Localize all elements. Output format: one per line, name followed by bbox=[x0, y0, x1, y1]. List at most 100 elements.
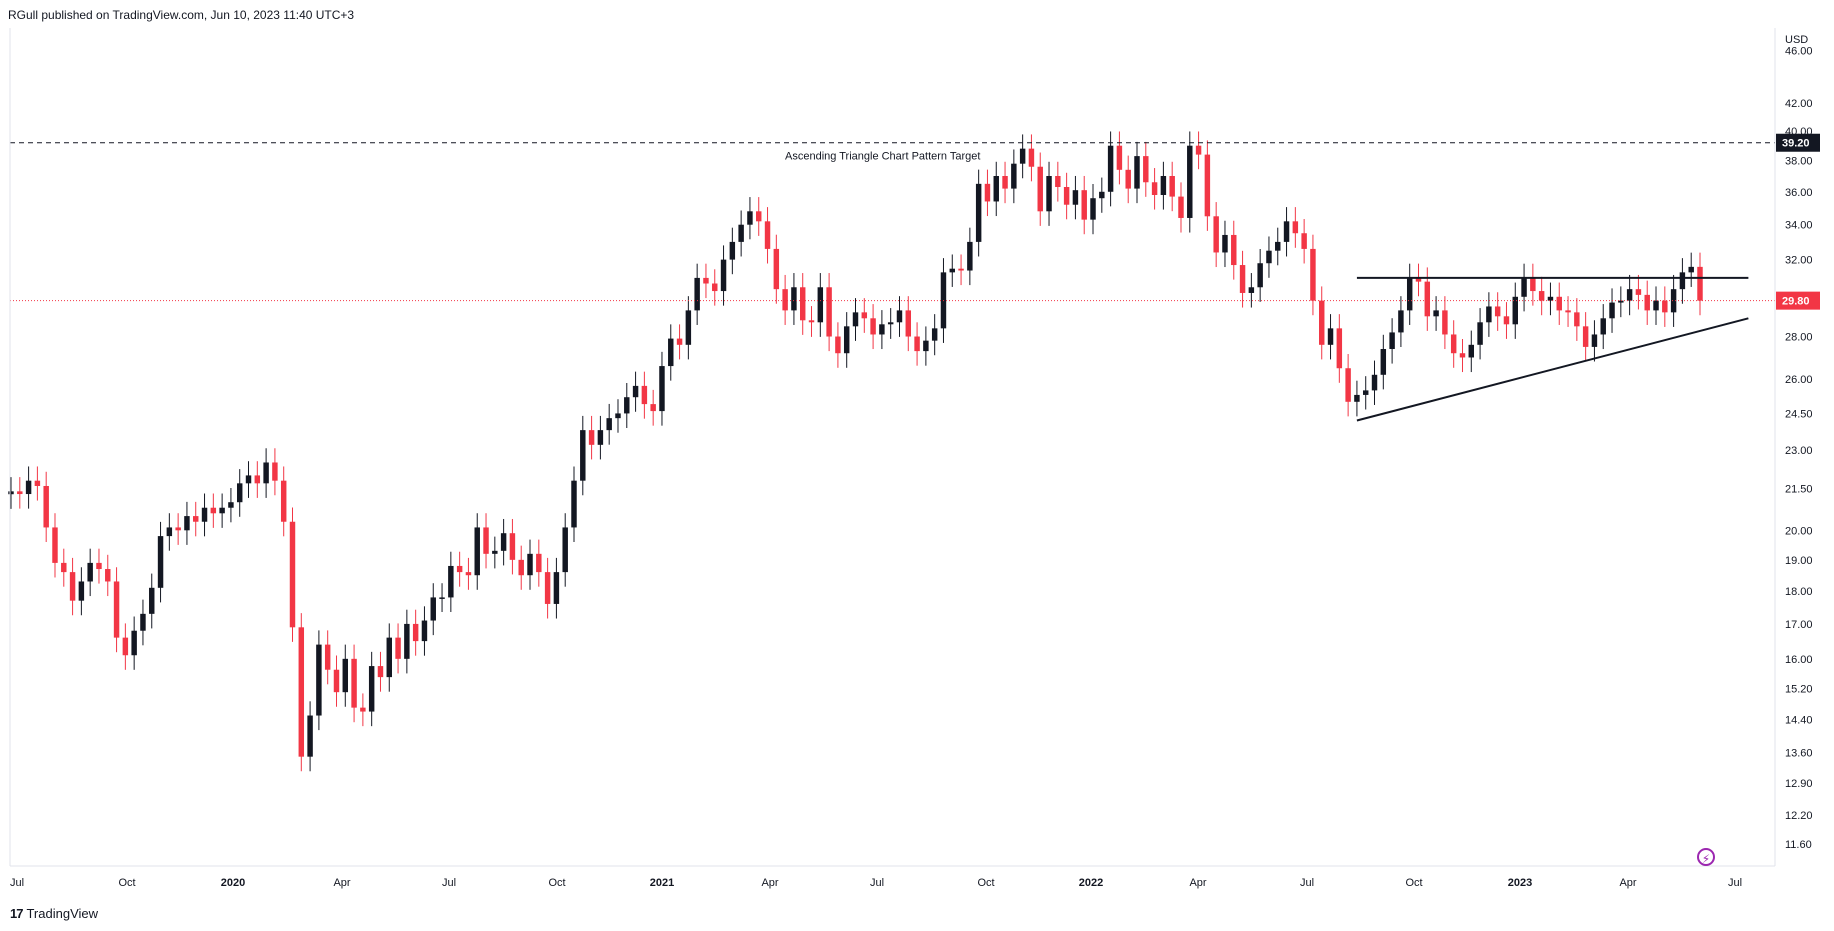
candle-body bbox=[412, 623, 419, 642]
candle-body bbox=[386, 637, 392, 678]
time-tick-label: Apr bbox=[1189, 877, 1206, 889]
price-tick-label: 11.60 bbox=[1785, 839, 1812, 851]
candle-body bbox=[773, 248, 780, 290]
candles-group bbox=[8, 131, 1703, 772]
candle-body bbox=[720, 259, 727, 292]
candle-body bbox=[1222, 234, 1228, 253]
candle-body bbox=[562, 527, 568, 573]
candle-body bbox=[1011, 163, 1017, 189]
price-tick-label: 13.60 bbox=[1785, 747, 1813, 759]
candle-body bbox=[1090, 198, 1096, 220]
candle-body bbox=[105, 569, 111, 582]
candle-body bbox=[676, 338, 683, 345]
candle-body bbox=[404, 623, 410, 659]
candle-body bbox=[509, 533, 516, 560]
candle-body bbox=[1459, 353, 1466, 358]
candle-body bbox=[175, 527, 181, 531]
candle-body bbox=[1670, 289, 1677, 313]
candle-body bbox=[1371, 374, 1378, 391]
candle-body bbox=[975, 183, 982, 242]
candle-body bbox=[1037, 166, 1043, 212]
time-tick-label: Jul bbox=[870, 877, 884, 889]
candle-body bbox=[1195, 145, 1202, 155]
candle-body bbox=[184, 516, 190, 531]
target-price-label-bg bbox=[1776, 133, 1820, 152]
candle-body bbox=[843, 326, 850, 354]
candle-body bbox=[377, 666, 384, 678]
candle-body bbox=[808, 320, 815, 323]
candle-body bbox=[747, 211, 753, 225]
time-tick-label: Oct bbox=[548, 877, 565, 889]
candle-body bbox=[149, 587, 155, 614]
overlays-group: Ascending Triangle Chart Pattern Target bbox=[10, 142, 1775, 422]
candle-body bbox=[1310, 248, 1316, 301]
candle-body bbox=[1002, 176, 1008, 189]
price-tick-label: 17.00 bbox=[1785, 619, 1813, 631]
candle-body bbox=[597, 430, 604, 445]
candle-body bbox=[280, 480, 287, 522]
time-tick-label: Jul bbox=[442, 877, 456, 889]
candle-body bbox=[140, 613, 146, 631]
candle-body bbox=[852, 312, 859, 327]
time-tick-label: Oct bbox=[118, 877, 135, 889]
candle-body bbox=[360, 707, 366, 712]
candle-body bbox=[1574, 312, 1580, 327]
time-tick-label: 2023 bbox=[1508, 877, 1532, 889]
candle-body bbox=[1275, 241, 1281, 251]
candle-body bbox=[729, 241, 736, 260]
candle-body bbox=[799, 287, 806, 321]
candle-body bbox=[949, 268, 955, 273]
candle-body bbox=[131, 630, 137, 656]
time-tick-label: 2022 bbox=[1079, 877, 1103, 889]
price-tick-label: 32.00 bbox=[1785, 255, 1813, 267]
candle-body bbox=[1213, 216, 1219, 253]
candle-body bbox=[395, 637, 401, 659]
price-tick-label: 23.00 bbox=[1785, 445, 1813, 457]
candle-body bbox=[1389, 332, 1395, 350]
price-tick-label: 19.00 bbox=[1785, 555, 1813, 567]
brand-label: TradingView bbox=[26, 906, 99, 921]
target-annotation: Ascending Triangle Chart Pattern Target bbox=[785, 151, 980, 163]
candle-body bbox=[580, 430, 586, 481]
candle-body bbox=[914, 336, 920, 352]
time-tick-label: 2021 bbox=[650, 877, 674, 889]
candle-body bbox=[1107, 145, 1114, 192]
candle-body bbox=[1072, 190, 1079, 205]
candle-body bbox=[712, 283, 718, 292]
candle-body bbox=[1415, 277, 1422, 282]
candle-body bbox=[17, 491, 23, 495]
candle-body bbox=[1521, 277, 1527, 297]
candle-body bbox=[1266, 250, 1272, 264]
candle-body bbox=[1169, 176, 1175, 197]
candle-body bbox=[1609, 302, 1615, 319]
candle-body bbox=[1538, 291, 1545, 301]
candle-body bbox=[1503, 316, 1510, 325]
candle-body bbox=[1468, 344, 1475, 358]
candle-body bbox=[1204, 154, 1211, 217]
last-price-label: 29.80 bbox=[1782, 296, 1810, 308]
candle-body bbox=[1046, 176, 1052, 212]
candle-body bbox=[298, 627, 305, 757]
candle-body bbox=[1231, 234, 1237, 266]
candle-body bbox=[1530, 277, 1536, 292]
candle-body bbox=[1301, 233, 1307, 249]
candle-body bbox=[1063, 187, 1070, 205]
candle-body bbox=[1547, 296, 1554, 301]
candle-body bbox=[1635, 289, 1642, 295]
flash-icon[interactable]: ⚡ bbox=[1697, 848, 1715, 866]
price-tick-label: 16.00 bbox=[1785, 654, 1813, 666]
candle-body bbox=[694, 277, 700, 311]
candle-body bbox=[1653, 300, 1659, 311]
candle-body bbox=[668, 338, 674, 367]
price-tick-label: 28.00 bbox=[1785, 332, 1813, 344]
candle-body bbox=[272, 462, 278, 481]
candle-body bbox=[606, 418, 612, 431]
price-tick-label: 15.20 bbox=[1785, 683, 1813, 695]
candle-body bbox=[1565, 310, 1571, 313]
price-tick-label: 24.50 bbox=[1785, 408, 1813, 420]
price-tick-label: 26.00 bbox=[1785, 374, 1813, 386]
candle-body bbox=[307, 715, 313, 757]
candle-body bbox=[1362, 390, 1369, 395]
candle-body bbox=[1187, 145, 1193, 218]
